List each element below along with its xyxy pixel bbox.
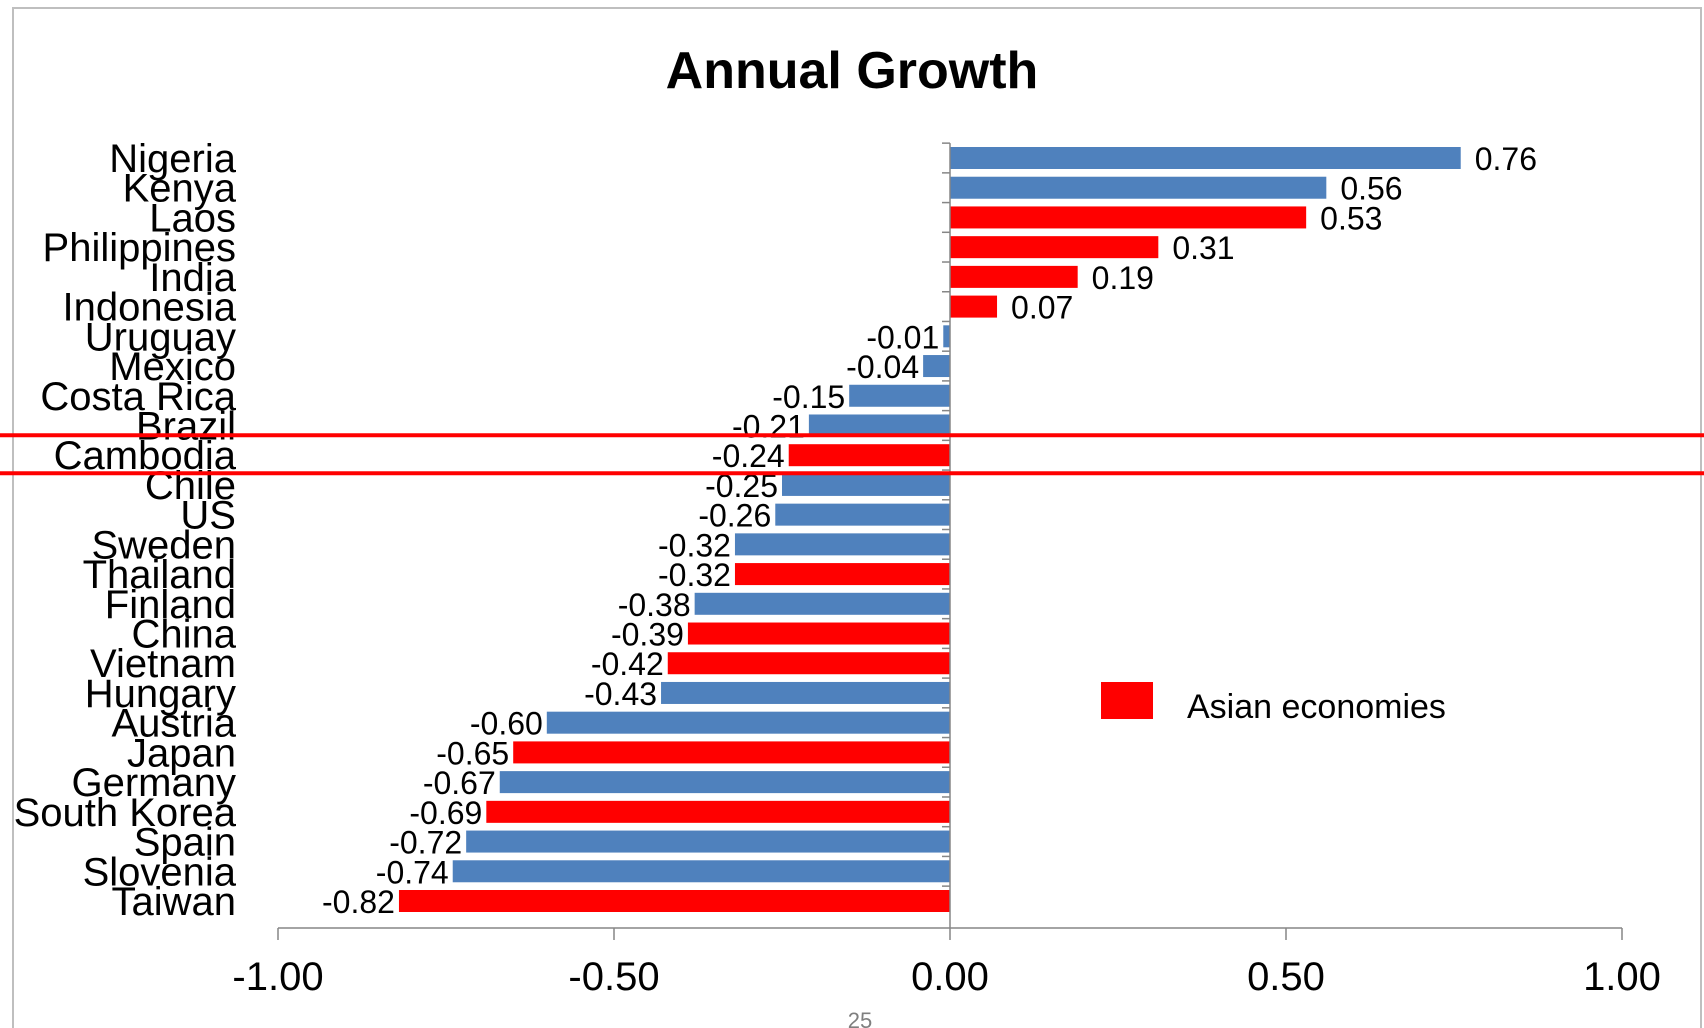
category-label: Sweden: [91, 523, 236, 567]
category-label: Hungary: [85, 672, 236, 716]
category-label: Nigeria: [109, 137, 236, 181]
data-label: 0.31: [1172, 230, 1234, 266]
category-label: Philippines: [43, 226, 236, 270]
category-label: Costa Rica: [40, 375, 236, 419]
data-label: 0.07: [1011, 290, 1073, 326]
bar-japan: [513, 741, 950, 764]
bar-india: [950, 265, 1078, 288]
data-label: 0.53: [1320, 200, 1382, 236]
data-label: -0.38: [618, 587, 691, 623]
bar-us: [775, 503, 950, 526]
category-label: India: [149, 256, 236, 300]
data-label: -0.26: [698, 498, 771, 534]
bar-south-korea: [486, 800, 950, 823]
bar-cambodia: [788, 444, 950, 467]
page-number: 25: [848, 1008, 872, 1028]
x-tick-label: -1.00: [232, 955, 323, 999]
category-label: Finland: [105, 583, 236, 627]
category-label: Japan: [127, 731, 236, 775]
bar-mexico: [923, 355, 950, 378]
bar-chile: [782, 473, 950, 496]
bar-finland: [694, 592, 950, 615]
legend-swatch: [1101, 682, 1153, 719]
x-tick-label: 0.50: [1247, 955, 1325, 999]
category-label: Taiwan: [111, 880, 236, 924]
chart-title: Annual Growth: [666, 42, 1039, 100]
bar-costa-rica: [849, 384, 950, 407]
data-label: -0.32: [658, 557, 731, 593]
category-label: Spain: [134, 821, 236, 865]
bar-vietnam: [667, 652, 950, 675]
highlight-box: [0, 433, 1704, 476]
data-label: -0.65: [436, 735, 509, 771]
category-label: China: [131, 613, 236, 657]
y-axis: NigeriaKenyaLaosPhilippinesIndiaIndonesi…: [14, 137, 951, 928]
data-label: -0.43: [584, 676, 657, 712]
bar-thailand: [734, 563, 950, 586]
category-label: Cambodia: [54, 434, 237, 478]
data-label: -0.21: [732, 408, 805, 444]
bar-kenya: [950, 176, 1327, 199]
bar-germany: [499, 771, 950, 794]
category-label: Kenya: [123, 167, 237, 211]
bar-nigeria: [950, 147, 1461, 169]
category-label: Uruguay: [85, 315, 236, 359]
bar-taiwan: [398, 890, 951, 912]
bar-philippines: [950, 236, 1159, 259]
data-label: -0.72: [389, 825, 462, 861]
bar-brazil: [808, 414, 950, 437]
data-label: -0.60: [470, 706, 543, 742]
bar-laos: [950, 206, 1307, 229]
category-label: Vietnam: [90, 642, 236, 686]
category-label: Brazil: [136, 404, 236, 448]
data-label: -0.42: [591, 646, 664, 682]
data-label: 0.76: [1475, 141, 1537, 177]
bar-uruguay: [943, 325, 950, 348]
data-label: -0.24: [712, 438, 785, 474]
x-tick-label: 0.00: [911, 955, 989, 999]
data-label: -0.82: [322, 884, 395, 920]
category-label: Slovenia: [83, 850, 237, 894]
category-label: Austria: [112, 702, 237, 746]
data-label: -0.67: [423, 765, 496, 801]
data-label: -0.74: [376, 854, 449, 890]
category-label: Mexico: [109, 345, 236, 389]
data-label: -0.15: [772, 379, 845, 415]
category-label: US: [180, 494, 236, 538]
category-label: Thailand: [83, 553, 236, 597]
bar-austria: [546, 711, 950, 734]
data-label: -0.32: [658, 527, 731, 563]
category-label: South Korea: [14, 791, 237, 835]
x-tick-label: 1.00: [1583, 955, 1661, 999]
x-tick-label: -0.50: [568, 955, 659, 999]
bar-hungary: [661, 681, 950, 704]
data-label: -0.69: [409, 795, 482, 831]
category-label: Germany: [72, 761, 237, 805]
bar-china: [687, 622, 950, 645]
category-label: Indonesia: [63, 286, 237, 330]
data-label: -0.39: [611, 617, 684, 653]
data-label: 0.56: [1340, 171, 1402, 207]
bar-indonesia: [950, 295, 998, 318]
data-label: -0.01: [866, 319, 939, 355]
bar-slovenia: [452, 860, 950, 883]
category-label: Laos: [149, 196, 236, 240]
data-label: -0.04: [846, 349, 919, 385]
bars-group: 0.760.560.530.310.190.07-0.01-0.04-0.15-…: [322, 141, 1537, 920]
data-label: 0.19: [1092, 260, 1154, 296]
legend: Asian economies: [1101, 682, 1446, 726]
legend-label: Asian economies: [1187, 688, 1446, 726]
bar-spain: [466, 830, 950, 853]
bar-sweden: [734, 533, 950, 556]
x-axis: -1.00 -0.50 0.00 0.50 1.00: [232, 927, 1661, 999]
